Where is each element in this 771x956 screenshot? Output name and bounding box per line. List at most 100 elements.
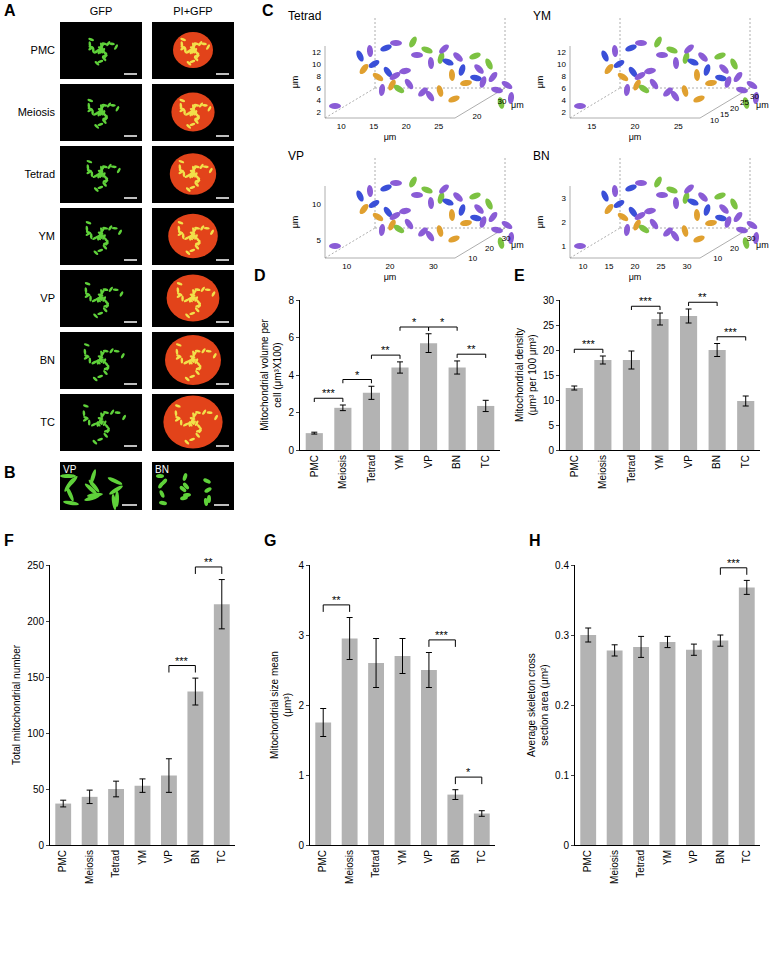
svg-text:BN: BN — [40, 354, 55, 366]
svg-text:μm: μm — [535, 76, 545, 89]
svg-text:Meiosis: Meiosis — [597, 455, 608, 489]
svg-text:30: 30 — [683, 262, 692, 271]
svg-text:H: H — [529, 532, 541, 549]
svg-text:12: 12 — [312, 48, 321, 57]
svg-text:30: 30 — [498, 97, 507, 106]
svg-text:***: *** — [435, 629, 449, 641]
svg-text:20: 20 — [631, 122, 640, 131]
svg-text:20: 20 — [485, 244, 494, 253]
svg-text:VP: VP — [63, 464, 77, 475]
svg-text:30: 30 — [543, 295, 555, 306]
svg-text:μm: μm — [290, 216, 300, 229]
svg-text:20: 20 — [730, 104, 739, 113]
svg-text:PMC: PMC — [317, 850, 328, 872]
svg-text:VP: VP — [40, 292, 55, 304]
svg-text:3: 3 — [298, 630, 304, 641]
svg-text:TC: TC — [476, 850, 487, 863]
svg-text:10: 10 — [312, 60, 321, 69]
svg-text:VP: VP — [688, 850, 699, 864]
svg-text:250: 250 — [27, 560, 44, 571]
svg-text:2: 2 — [562, 108, 567, 117]
svg-text:4: 4 — [298, 560, 304, 571]
svg-text:Mitochondrial volume percell (: Mitochondrial volume percell (μm³X100) — [259, 318, 283, 430]
svg-text:0: 0 — [38, 840, 44, 851]
svg-text:*: * — [440, 316, 445, 328]
svg-text:30: 30 — [747, 234, 756, 243]
svg-text:μm: μm — [511, 240, 524, 250]
svg-text:VP: VP — [423, 455, 434, 469]
svg-text:1: 1 — [298, 770, 304, 781]
svg-text:Mitochondrial size mean(μm³): Mitochondrial size mean(μm³) — [269, 651, 293, 759]
svg-text:10: 10 — [543, 395, 555, 406]
svg-text:BN: BN — [711, 455, 722, 469]
svg-text:25: 25 — [543, 320, 555, 331]
svg-text:2: 2 — [317, 108, 322, 117]
svg-text:PMC: PMC — [309, 455, 320, 477]
svg-text:*: * — [355, 369, 360, 381]
svg-text:0.1: 0.1 — [555, 770, 569, 781]
svg-text:BN: BN — [450, 850, 461, 864]
svg-text:μm: μm — [511, 100, 524, 110]
svg-text:A: A — [4, 2, 16, 19]
svg-text:PMC: PMC — [582, 850, 593, 872]
svg-text:100: 100 — [27, 728, 44, 739]
svg-text:C: C — [262, 2, 274, 19]
svg-text:Tetrad: Tetrad — [370, 850, 381, 878]
svg-text:G: G — [264, 532, 276, 549]
svg-text:3: 3 — [562, 194, 567, 203]
svg-text:Meiosis: Meiosis — [344, 850, 355, 884]
svg-text:TC: TC — [741, 850, 752, 863]
svg-text:20: 20 — [543, 345, 555, 356]
svg-text:20: 20 — [473, 112, 482, 121]
svg-text:0: 0 — [548, 445, 554, 456]
svg-text:0.2: 0.2 — [555, 700, 569, 711]
svg-text:B: B — [4, 464, 16, 481]
svg-text:6: 6 — [562, 84, 567, 93]
svg-text:**: ** — [467, 343, 476, 355]
svg-text:BN: BN — [190, 850, 201, 864]
svg-text:Tetrad: Tetrad — [366, 455, 377, 483]
svg-text:8: 8 — [562, 72, 567, 81]
svg-text:Tetrad: Tetrad — [626, 455, 637, 483]
svg-text:E: E — [514, 267, 525, 284]
svg-text:25: 25 — [434, 122, 443, 131]
svg-text:8: 8 — [317, 72, 322, 81]
svg-text:25: 25 — [657, 262, 666, 271]
svg-text:10: 10 — [710, 116, 719, 125]
svg-text:VP: VP — [288, 149, 304, 163]
svg-text:10: 10 — [579, 262, 588, 271]
svg-text:15: 15 — [543, 370, 555, 381]
svg-text:Tetrad: Tetrad — [24, 168, 55, 180]
svg-text:2: 2 — [562, 218, 567, 227]
svg-text:25: 25 — [740, 98, 749, 107]
svg-text:VP: VP — [683, 455, 694, 469]
svg-text:μm: μm — [756, 240, 769, 250]
svg-text:Tetrad: Tetrad — [288, 9, 321, 23]
svg-text:5: 5 — [317, 236, 322, 245]
svg-text:30: 30 — [750, 92, 759, 101]
svg-text:15: 15 — [720, 110, 729, 119]
svg-text:PMC: PMC — [31, 44, 56, 56]
svg-text:YM: YM — [654, 455, 665, 470]
svg-text:TC: TC — [740, 455, 751, 468]
svg-text:YM: YM — [39, 230, 56, 242]
svg-text:**: ** — [332, 594, 341, 606]
svg-text:***: *** — [582, 338, 596, 350]
svg-text:***: *** — [175, 655, 189, 667]
svg-text:15: 15 — [587, 122, 596, 131]
svg-text:12: 12 — [557, 48, 566, 57]
svg-text:YM: YM — [662, 850, 673, 865]
svg-text:μm: μm — [290, 76, 300, 89]
svg-text:10: 10 — [337, 122, 346, 131]
svg-text:*: * — [466, 766, 471, 778]
svg-text:**: ** — [204, 556, 213, 568]
svg-text:Mitochondrial density(μm³ per: Mitochondrial density(μm³ per 100 μm³) — [514, 328, 538, 422]
svg-text:μm: μm — [756, 100, 769, 110]
svg-text:1: 1 — [562, 242, 567, 251]
svg-text:10: 10 — [312, 200, 321, 209]
svg-text:4: 4 — [562, 96, 567, 105]
svg-text:BN: BN — [451, 455, 462, 469]
svg-text:**: ** — [698, 291, 707, 303]
svg-text:***: *** — [639, 295, 653, 307]
svg-text:YM: YM — [137, 850, 148, 865]
